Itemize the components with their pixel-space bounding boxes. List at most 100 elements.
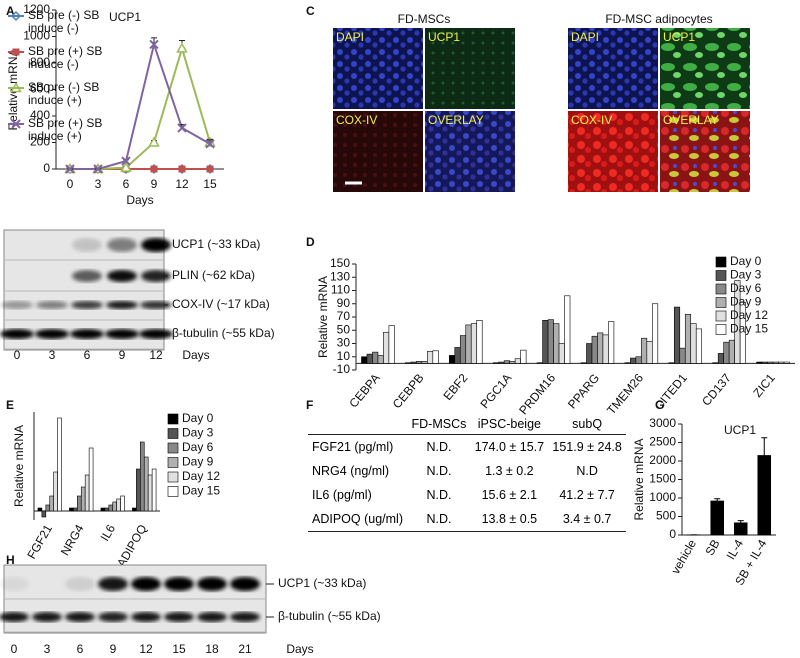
bar	[761, 361, 768, 364]
bar	[641, 337, 648, 364]
bar	[77, 495, 82, 512]
table-cell: 15.6 ± 2.1	[481, 488, 538, 502]
channel-label: OVERLAY	[428, 113, 484, 127]
x-tick-label: CD137	[699, 371, 734, 409]
x-tick-label: 9	[151, 177, 158, 191]
bar	[673, 306, 681, 364]
bar	[361, 356, 368, 364]
bar	[646, 341, 653, 364]
bar	[140, 441, 145, 512]
y-axis-label: Relative mRNA	[316, 276, 330, 358]
x-tick-label: FGF21	[24, 522, 55, 562]
table-cell: ADIPOQ (ug/ml)	[308, 507, 408, 532]
marker	[178, 165, 186, 173]
table-cell: N.D.	[407, 507, 471, 532]
bar	[476, 320, 483, 364]
table-cell: 13.8 ± 0.5	[470, 507, 549, 532]
bar	[509, 361, 516, 364]
bar	[542, 320, 549, 364]
blot-band	[72, 270, 102, 282]
band-label: UCP1 (~33 kDa)	[172, 237, 260, 251]
blot-band	[98, 577, 128, 591]
channel-label: UCP1	[663, 30, 695, 44]
bar	[57, 417, 62, 512]
micrograph	[568, 111, 658, 192]
bar	[723, 341, 730, 364]
x-tick-label: CITED1	[652, 371, 690, 413]
lane-label: 12	[149, 348, 163, 362]
bar	[767, 361, 774, 364]
bar	[630, 357, 637, 364]
x-tick-label: 3	[95, 177, 102, 191]
legend-label: Day 0	[182, 411, 214, 425]
table-header: FD-MSCs iPSC-beige subQ	[308, 414, 626, 435]
header-cell: FD-MSCs	[407, 414, 471, 435]
band-label: COX-IV (~17 kDa)	[172, 297, 270, 311]
x-tick-label: PRDM16	[516, 371, 558, 418]
legend-label: SB pre (+) SB induce (-)	[28, 44, 103, 71]
panel-label: H	[6, 553, 15, 567]
bar	[41, 510, 47, 518]
channel-label: OVERLAY	[663, 113, 719, 127]
bar	[69, 507, 74, 512]
marker	[121, 156, 131, 166]
blot-band	[131, 612, 161, 622]
bar	[132, 507, 137, 512]
legend-swatch	[715, 297, 727, 308]
band-label: β-tubulin (~55 kDa)	[172, 326, 275, 340]
blot-band	[35, 329, 69, 339]
bar	[558, 343, 565, 364]
bar	[421, 361, 428, 364]
legend-label: Day 3	[182, 426, 214, 440]
blot-band	[98, 612, 128, 622]
bar	[100, 507, 106, 512]
blot-band	[71, 301, 103, 309]
chart-title: UCP1	[109, 10, 141, 24]
y-axis-label: Relative mRNA	[632, 438, 646, 520]
lane-label: 0	[11, 642, 18, 656]
legend-swatch	[715, 256, 727, 268]
marker	[148, 136, 160, 147]
legend-label: Day 6	[182, 440, 214, 454]
bar	[49, 495, 54, 512]
bar	[684, 314, 692, 364]
blot-band	[106, 301, 138, 309]
bar	[108, 504, 114, 512]
legend-swatch	[167, 457, 179, 468]
x-tick-label: CEBPA	[346, 371, 382, 410]
panel-label: A	[6, 4, 15, 18]
y-tick-label: -10	[333, 362, 351, 376]
blot-band	[230, 612, 260, 622]
y-tick-label: 1200	[23, 2, 50, 16]
table-cell: N.D.	[426, 464, 452, 478]
blot-band	[0, 577, 29, 591]
y-tick-label: 150	[330, 256, 350, 270]
bar	[120, 495, 125, 512]
lane-label: 6	[77, 642, 84, 656]
bar	[448, 355, 456, 364]
y-tick-label: 50	[337, 322, 351, 336]
bar	[635, 356, 642, 364]
marker	[150, 165, 158, 173]
bar	[88, 447, 94, 512]
bar	[147, 474, 153, 512]
bar	[536, 362, 543, 364]
y-tick-label: 110	[331, 283, 350, 297]
bar	[520, 349, 527, 364]
bar	[372, 351, 379, 364]
y-tick-label: 2000	[649, 453, 676, 467]
legend-label: Day 15	[182, 484, 220, 498]
bar	[712, 362, 719, 364]
blot-band	[105, 329, 139, 339]
lane-label: 18	[205, 642, 219, 656]
table-cell: N.D.	[426, 488, 452, 502]
y-tick-label: 400	[30, 108, 50, 122]
x-tick-label: ZIC1	[750, 371, 778, 400]
lane-label: 3	[44, 642, 51, 656]
bar	[717, 353, 724, 364]
x-tick-label: 6	[123, 177, 130, 191]
bar	[586, 343, 593, 364]
bar	[37, 507, 43, 512]
error-bar	[737, 520, 744, 523]
band-label: β-tubulin (~55 kDa)	[278, 609, 381, 623]
